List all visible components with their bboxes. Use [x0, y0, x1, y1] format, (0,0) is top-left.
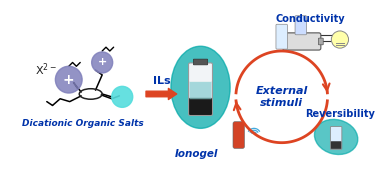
FancyBboxPatch shape [194, 59, 208, 65]
Text: Reversibility: Reversibility [305, 109, 375, 119]
Ellipse shape [314, 119, 358, 154]
FancyBboxPatch shape [331, 141, 341, 149]
Text: External: External [256, 86, 308, 96]
Circle shape [56, 66, 82, 93]
FancyBboxPatch shape [189, 98, 212, 115]
FancyBboxPatch shape [189, 64, 212, 82]
Circle shape [112, 86, 133, 107]
Text: Ionogel: Ionogel [175, 149, 218, 159]
Circle shape [332, 31, 349, 48]
FancyBboxPatch shape [276, 24, 287, 49]
Text: +: + [98, 57, 107, 68]
Text: ILs: ILs [153, 76, 170, 86]
Circle shape [92, 52, 113, 73]
FancyBboxPatch shape [330, 126, 342, 149]
FancyBboxPatch shape [189, 63, 212, 115]
Text: stimuli: stimuli [260, 98, 303, 108]
FancyBboxPatch shape [295, 16, 307, 35]
Text: +: + [63, 73, 74, 87]
FancyBboxPatch shape [318, 38, 323, 45]
Text: Conductivity: Conductivity [276, 13, 345, 24]
FancyBboxPatch shape [233, 122, 245, 148]
FancyBboxPatch shape [283, 33, 321, 50]
Text: Dicationic Organic Salts: Dicationic Organic Salts [22, 119, 144, 128]
FancyBboxPatch shape [189, 81, 212, 99]
FancyArrowPatch shape [146, 88, 177, 99]
Text: $\mathregular{X^{2-}}$: $\mathregular{X^{2-}}$ [35, 62, 57, 78]
Ellipse shape [171, 46, 230, 128]
